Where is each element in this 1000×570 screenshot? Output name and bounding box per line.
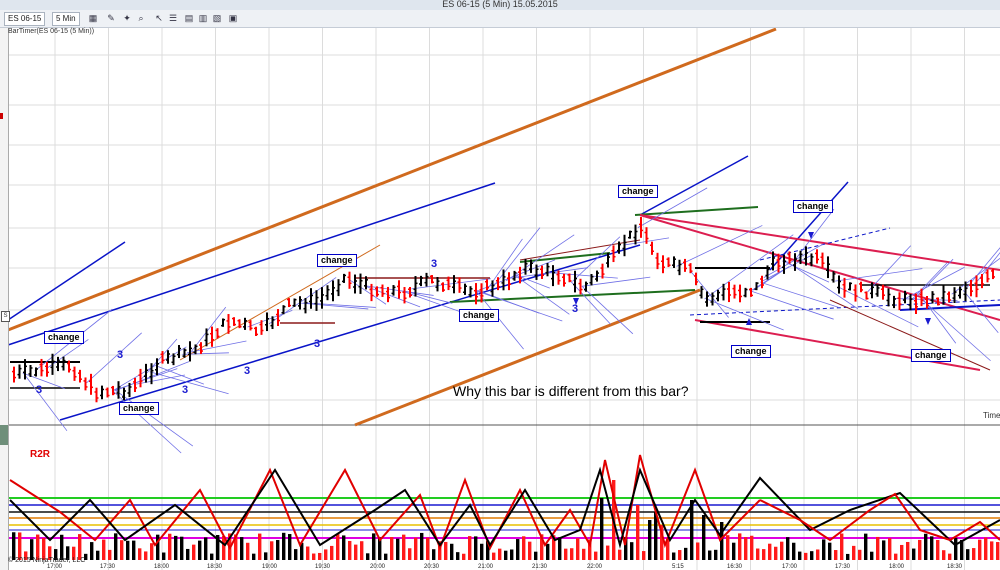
wave-count-label: 3 [314,338,321,350]
x-tick-label: 5:15 [672,564,684,570]
interval-selector[interactable]: 5 Min [52,12,80,26]
price-chart-canvas[interactable] [0,28,1000,570]
change-callout: change [459,309,499,322]
scale-toggle-icon[interactable]: S [1,311,10,322]
x-tick-label: 20:30 [424,564,440,570]
time-axis-label: Time [983,411,1000,420]
x-tick-label: 19:30 [315,564,331,570]
price-bars [12,217,995,403]
indicators-icon[interactable]: ▤ [184,13,194,23]
x-tick-label: 22:00 [587,564,603,570]
chart-toolbar: ES 06-15 5 Min ▦ ✎ ✦ ⌕ ↖ ☰ ▤ ▥ ▧ ▣ [0,10,1000,28]
data-box-icon[interactable]: ▣ [228,13,238,23]
wave-count-label: 3 [572,303,579,315]
change-callout: change [119,402,159,415]
change-callout: change [317,254,357,267]
x-tick-label: 16:30 [727,564,743,570]
magic-wand-icon[interactable]: ✦ [123,13,131,23]
indicator-label: BarTimer(ES 06-15 (5 Min)) [8,28,95,35]
wave-count-label: 3 [244,365,251,377]
question-annotation: Why this bar is different from this bar? [453,383,689,399]
x-tick-label: 17:30 [100,564,116,570]
x-tick-label: 18:30 [207,564,223,570]
change-callout: change [44,331,84,344]
wave-count-label: 3 [182,384,189,396]
instrument-selector[interactable]: ES 06-15 [4,12,46,26]
panel2-marker [0,425,8,445]
x-tick-label: 18:00 [154,564,170,570]
bar-style-icon[interactable]: ▦ [88,13,98,23]
window-title: ES 06-15 (5 Min) 15.05.2015 [442,0,558,9]
x-tick-label: 21:00 [478,564,494,570]
x-tick-label: 18:30 [947,564,963,570]
x-tick-label: 19:00 [262,564,278,570]
wave-count-label: 3 [117,349,124,361]
chart-left-gutter [0,28,9,570]
r2r-label: R2R [30,449,51,460]
wave-count-label: 3 [431,258,438,270]
pencil-icon[interactable]: ✎ [107,13,115,23]
properties-icon[interactable]: ☰ [168,13,178,23]
change-callout: change [618,185,658,198]
price-marker [0,113,3,119]
arrows [573,232,931,325]
x-tick-label: 17:30 [835,564,851,570]
x-tick-label: 17:00 [47,564,63,570]
x-tick-label: 17:00 [782,564,798,570]
r2r-levels [8,497,1000,539]
change-callout: change [793,200,833,213]
r2r-zigzag [9,454,1000,551]
wave-count-label: 3 [36,384,43,396]
x-tick-label: 20:00 [370,564,386,570]
zoom-icon[interactable]: ⌕ [138,13,144,23]
strategies-icon[interactable]: ▥ [198,13,208,23]
cursor-icon[interactable]: ↖ [155,13,163,23]
x-tick-label: 18:00 [889,564,905,570]
x-tick-label: 21:30 [532,564,548,570]
templates-icon[interactable]: ▧ [212,13,222,23]
change-callout: change [911,349,951,362]
change-callout: change [731,345,771,358]
copyright-label: © 2015 NinjaTrader, LLC [8,557,86,564]
